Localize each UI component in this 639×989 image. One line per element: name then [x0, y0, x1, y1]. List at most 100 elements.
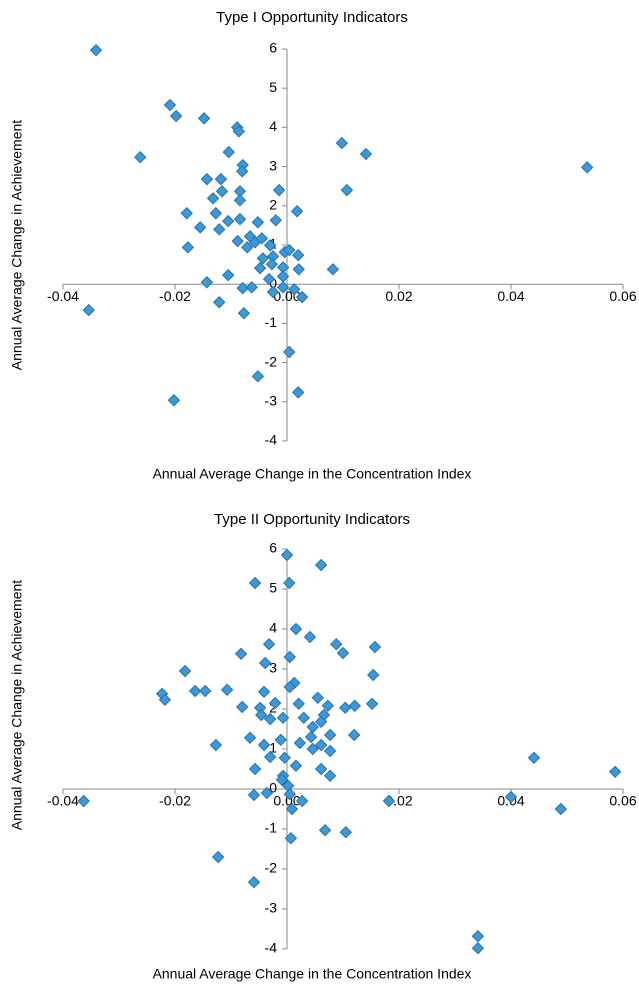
data-point	[221, 268, 235, 282]
data-point	[200, 276, 214, 289]
data-point	[197, 112, 211, 125]
x-tick-label: 0.02	[385, 288, 412, 304]
data-point	[233, 194, 247, 207]
data-point	[266, 285, 280, 299]
y-tick-label: -4	[265, 940, 278, 956]
data-point	[200, 172, 214, 186]
data-point	[221, 214, 235, 228]
data-point	[471, 929, 485, 943]
data-point	[289, 759, 303, 773]
y-tick-label: -1	[265, 314, 278, 330]
y-tick-label: 2	[269, 197, 277, 213]
y-tick-label: 2	[269, 700, 277, 716]
data-point	[283, 576, 296, 590]
y-tick-label: 4	[269, 620, 277, 636]
data-point	[188, 684, 202, 698]
y-tick-label: 0	[269, 780, 277, 796]
data-point	[262, 272, 276, 286]
data-point	[276, 281, 290, 294]
y-tick-label: 6	[269, 40, 277, 56]
data-point	[348, 699, 361, 713]
data-point	[167, 394, 181, 407]
data-point	[340, 183, 354, 197]
data-point	[158, 693, 172, 707]
data-point	[504, 790, 518, 804]
y-tick-label: 3	[269, 660, 277, 676]
data-point	[235, 700, 249, 714]
data-point	[235, 165, 249, 178]
data-point	[178, 664, 192, 678]
data-point	[213, 296, 226, 309]
x-axis-label: Annual Average Change in the Concentrati…	[153, 966, 472, 982]
data-point	[293, 736, 307, 750]
y-tick-label: 5	[269, 79, 277, 95]
data-point	[248, 762, 262, 776]
data-point	[251, 370, 265, 383]
data-point	[339, 825, 353, 839]
data-point	[280, 548, 294, 562]
data-point	[255, 708, 268, 722]
data-point	[608, 765, 622, 779]
data-point	[258, 656, 272, 670]
data-point	[211, 850, 225, 864]
data-point	[368, 640, 382, 654]
data-point	[291, 386, 305, 399]
data-point	[336, 646, 350, 660]
data-point	[304, 730, 318, 744]
data-point	[306, 742, 319, 756]
y-tick-label: 0	[269, 275, 277, 291]
data-point	[241, 241, 254, 254]
data-point	[247, 875, 261, 889]
y-axis-label: Annual Average Change in Achievement	[9, 120, 25, 370]
data-point	[206, 192, 220, 205]
data-point	[231, 234, 244, 248]
data-point	[82, 303, 95, 317]
chart-title: Type II Opportunity Indicators	[214, 511, 410, 528]
data-point	[77, 794, 90, 808]
data-point	[243, 731, 257, 745]
data-point	[253, 261, 267, 275]
data-point	[323, 769, 337, 783]
data-point	[251, 216, 265, 229]
data-point	[278, 751, 291, 765]
data-point	[262, 637, 276, 651]
y-tick-label: -2	[265, 860, 278, 876]
data-point	[288, 283, 301, 296]
data-point	[359, 147, 373, 161]
data-point	[554, 802, 568, 816]
data-point	[169, 109, 183, 123]
chart-title: Type I Opportunity Indicators	[216, 9, 408, 26]
y-tick-label: -2	[265, 353, 278, 369]
data-point	[199, 684, 212, 698]
data-point	[297, 711, 311, 725]
data-point	[292, 697, 305, 711]
scatter-chart: Type I Opportunity Indicators Annual Aver…	[9, 9, 637, 482]
data-point	[220, 683, 234, 697]
y-tick-label: 4	[269, 118, 277, 134]
data-point	[272, 183, 286, 197]
data-point	[314, 762, 328, 776]
data-point	[265, 258, 279, 271]
data-point	[257, 685, 271, 699]
y-tick-label: 5	[269, 580, 277, 596]
data-point	[269, 214, 283, 227]
y-axis-label: Annual Average Change in Achievement	[9, 580, 25, 830]
data-point	[323, 744, 337, 758]
data-point	[303, 630, 317, 644]
data-point	[295, 290, 309, 304]
data-point	[163, 98, 177, 112]
x-tick-label: 0.02	[385, 793, 412, 809]
data-point	[257, 738, 271, 752]
data-point	[222, 145, 235, 159]
data-point	[283, 650, 297, 664]
data-point	[209, 738, 223, 752]
x-tick-label: -0.02	[159, 288, 191, 304]
x-tick-label: -0.02	[159, 793, 191, 809]
data-point	[283, 787, 297, 801]
data-point	[181, 241, 195, 254]
data-point	[367, 668, 380, 682]
data-point	[527, 751, 541, 765]
data-point	[292, 263, 305, 276]
y-tick-label: -3	[265, 900, 278, 916]
